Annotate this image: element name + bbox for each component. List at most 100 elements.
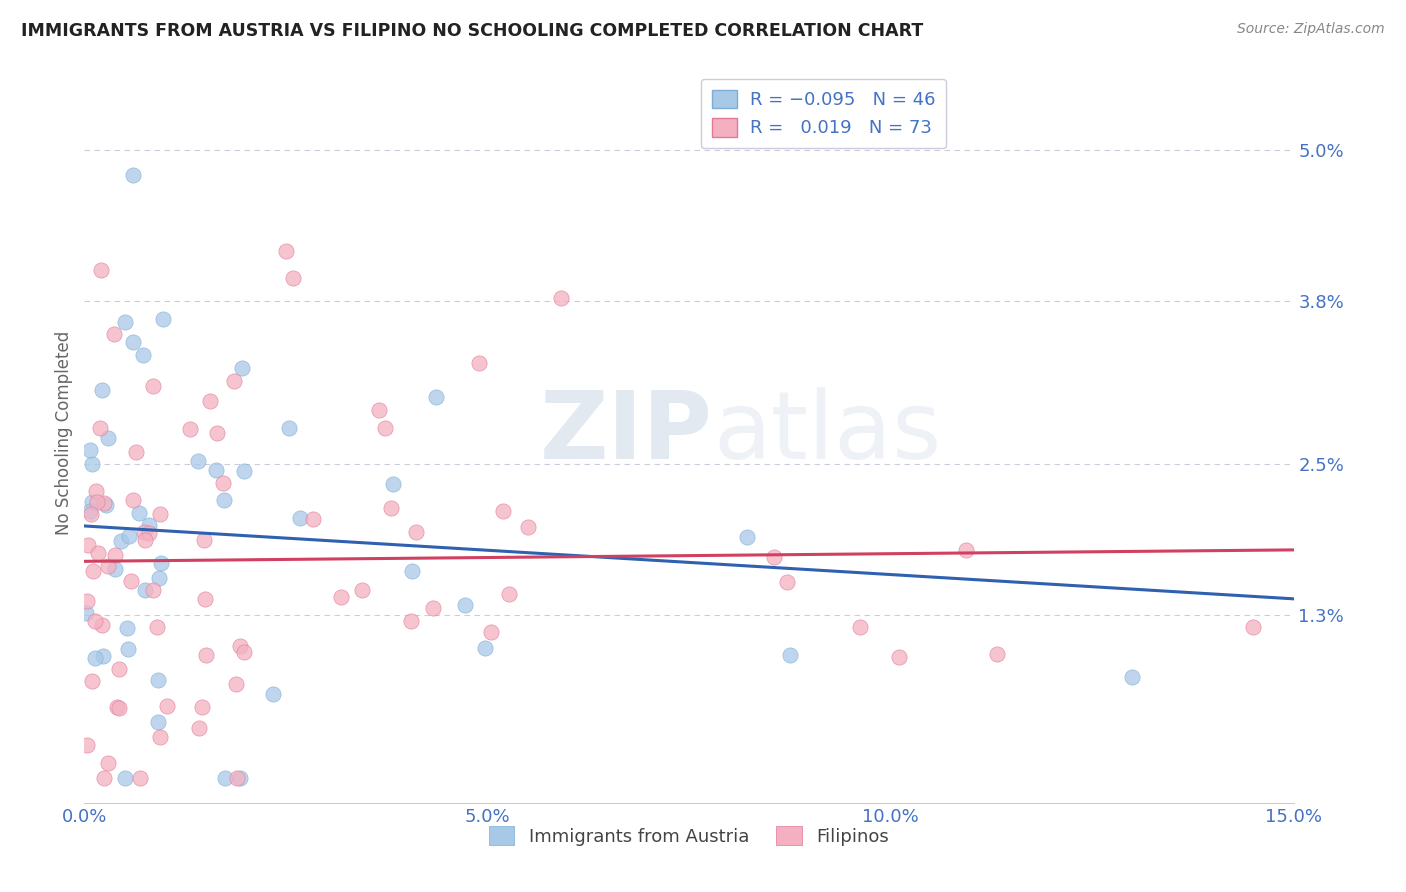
Point (134, 533, 156, 548)
Point (474, 640, 496, 655)
Point (138, 526, 160, 541)
Point (103, 326, 125, 341)
Point (120, 574, 142, 588)
Point (330, 591, 353, 605)
Point (214, 771, 236, 785)
Point (226, 771, 249, 785)
Point (104, 561, 127, 575)
Point (149, 507, 172, 521)
Point (225, 677, 247, 691)
Point (90, 263, 112, 277)
Point (762, 550, 785, 565)
Point (121, 335, 143, 350)
Point (516, 520, 538, 534)
Point (152, 311, 174, 326)
Point (129, 771, 152, 785)
Point (76, 593, 98, 607)
Point (368, 403, 391, 417)
Point (231, 361, 253, 376)
Point (399, 615, 422, 629)
Point (233, 464, 256, 478)
Point (149, 556, 172, 570)
Point (75, 606, 97, 620)
Point (93, 771, 115, 785)
Point (233, 645, 256, 659)
Point (142, 379, 165, 393)
Point (422, 601, 444, 615)
Point (468, 355, 491, 369)
Point (87, 546, 110, 560)
Point (779, 648, 801, 662)
Point (79, 442, 101, 457)
Point (498, 587, 520, 601)
Point (381, 477, 404, 491)
Point (212, 492, 235, 507)
Point (193, 533, 215, 547)
Point (350, 582, 373, 597)
Point (84, 651, 107, 665)
Point (122, 493, 145, 508)
Point (142, 582, 165, 597)
Point (281, 271, 304, 285)
Point (775, 574, 797, 589)
Point (97, 756, 120, 770)
Point (1241, 620, 1264, 634)
Point (84, 614, 107, 628)
Point (550, 291, 572, 305)
Point (114, 315, 136, 329)
Point (955, 542, 977, 557)
Point (302, 511, 325, 525)
Point (187, 721, 209, 735)
Point (138, 517, 160, 532)
Point (986, 647, 1008, 661)
Point (149, 730, 172, 744)
Point (146, 714, 169, 729)
Point (229, 771, 252, 785)
Point (262, 687, 284, 701)
Text: IMMIGRANTS FROM AUSTRIA VS FILIPINO NO SCHOOLING COMPLETED CORRELATION CHART: IMMIGRANTS FROM AUSTRIA VS FILIPINO NO S… (21, 22, 924, 40)
Point (453, 598, 475, 612)
Point (93, 496, 115, 510)
Point (121, 169, 143, 183)
Point (97, 559, 120, 574)
Point (117, 641, 139, 656)
Point (288, 511, 311, 525)
Point (191, 700, 214, 714)
Point (198, 393, 221, 408)
Point (380, 501, 402, 516)
Point (229, 639, 252, 653)
Point (89, 421, 111, 435)
Point (132, 524, 155, 539)
Point (90, 383, 112, 397)
Point (104, 549, 127, 563)
Point (94, 498, 117, 512)
Point (82, 494, 104, 508)
Point (492, 504, 515, 518)
Point (115, 621, 138, 635)
Point (425, 391, 447, 405)
Point (108, 701, 131, 715)
Point (146, 673, 169, 687)
Point (125, 445, 148, 459)
Point (76, 538, 98, 552)
Point (179, 422, 201, 436)
Point (193, 591, 215, 606)
Point (374, 421, 396, 435)
Point (224, 374, 246, 388)
Point (97, 431, 120, 445)
Point (145, 620, 167, 634)
Point (110, 534, 132, 549)
Point (187, 454, 209, 468)
Point (405, 524, 427, 539)
Point (401, 564, 423, 578)
Point (76, 738, 98, 752)
Point (82, 457, 104, 471)
Point (735, 530, 758, 544)
Legend: Immigrants from Austria, Filipinos: Immigrants from Austria, Filipinos (482, 819, 896, 853)
Point (82, 564, 104, 578)
Point (207, 425, 229, 440)
Point (80, 507, 103, 521)
Point (887, 650, 910, 665)
Text: ZIP: ZIP (540, 386, 713, 479)
Y-axis label: No Schooling Completed: No Schooling Completed (55, 331, 73, 534)
